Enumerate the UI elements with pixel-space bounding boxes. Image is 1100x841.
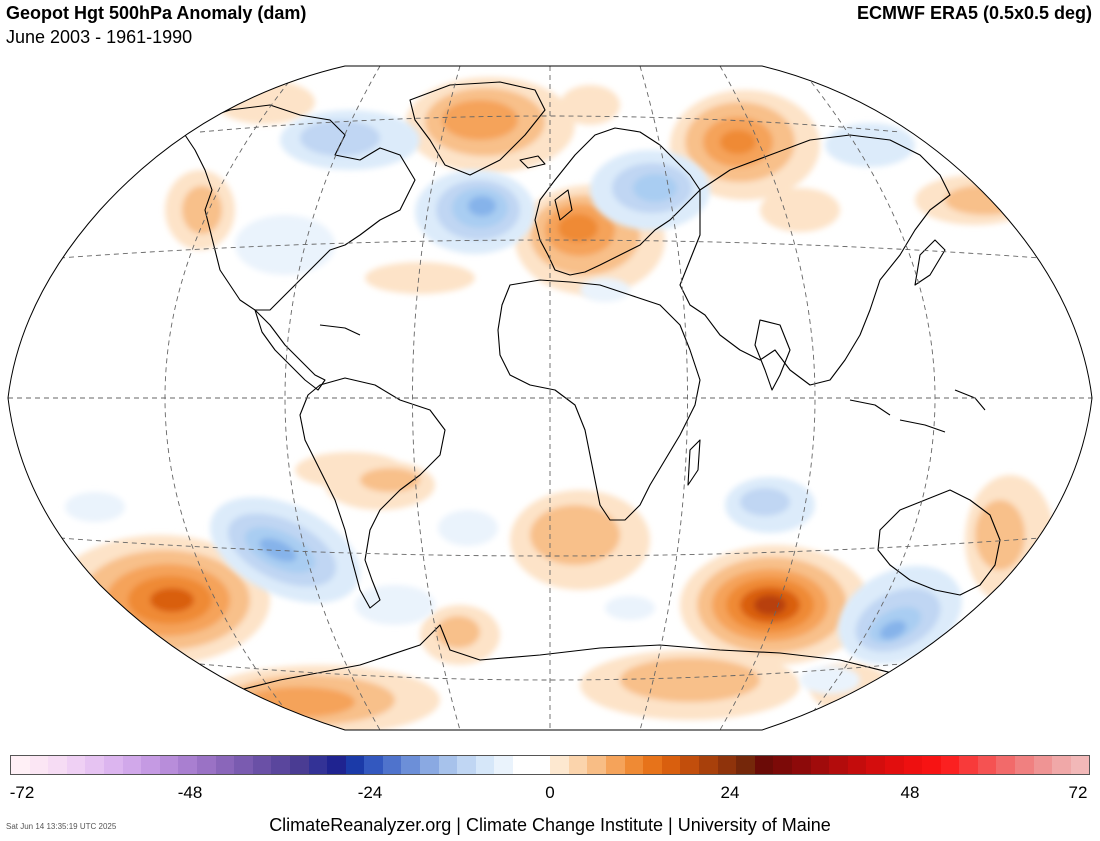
colorbar-cell xyxy=(922,756,941,774)
colorbar-cell xyxy=(382,756,402,774)
colorbar-tick-label: -48 xyxy=(177,783,203,802)
anomaly-map-svg xyxy=(7,65,1093,731)
colorbar-cell xyxy=(215,756,235,774)
colorbar-cell xyxy=(141,756,160,774)
colorbar-cell xyxy=(680,756,699,774)
colorbar-cell xyxy=(457,756,476,774)
colorbar-cell xyxy=(196,756,216,774)
colorbar-cell xyxy=(810,756,830,774)
colorbar-cell xyxy=(252,756,272,774)
colorbar-cell xyxy=(903,756,923,774)
map-subtitle: June 2003 - 1961-1990 xyxy=(6,27,193,47)
colorbar-cell xyxy=(587,756,606,774)
colorbar-cell xyxy=(1033,756,1053,774)
colorbar-tick-label: 24 xyxy=(720,783,740,802)
map-border xyxy=(7,65,1093,731)
colorbar-cell xyxy=(420,756,439,774)
colorbar-cell xyxy=(940,756,960,774)
colorbar-tick-label: -72 xyxy=(9,783,35,802)
colorbar-cell xyxy=(364,756,383,774)
colorbar-cell xyxy=(791,756,811,774)
colorbar-cell xyxy=(698,756,718,774)
colorbar-cell xyxy=(122,756,142,774)
colorbar-cell xyxy=(513,756,532,774)
colorbar-cell xyxy=(85,756,104,774)
colorbar-cell xyxy=(1070,756,1090,774)
colorbar-cell xyxy=(884,756,904,774)
colorbar-cell xyxy=(754,756,774,774)
colorbar-cell xyxy=(103,756,123,774)
colorbar-cell xyxy=(48,756,67,774)
colorbar-cell xyxy=(475,756,495,774)
colorbar-cell xyxy=(624,756,644,774)
colorbar-cell xyxy=(829,756,848,774)
colorbar-cell xyxy=(736,756,755,774)
colorbar-cell xyxy=(866,756,885,774)
colorbar-legend xyxy=(10,755,1090,775)
colorbar-cell xyxy=(271,756,290,774)
colorbar-tick-label: 72 xyxy=(1068,783,1088,802)
colorbar-cell xyxy=(178,756,197,774)
colorbar-cell xyxy=(531,756,551,774)
colorbar-cell xyxy=(234,756,253,774)
colorbar-cell xyxy=(717,756,737,774)
colorbar-cell xyxy=(847,756,867,774)
graticule xyxy=(8,66,1092,730)
colorbar-tick-label: 0 xyxy=(545,783,555,802)
colorbar-tick-label: 48 xyxy=(900,783,920,802)
colorbar-cell xyxy=(568,756,588,774)
colorbar-cell xyxy=(308,756,328,774)
colorbar-cell xyxy=(977,756,997,774)
colorbar-cell xyxy=(773,756,792,774)
colorbar-cell xyxy=(550,756,569,774)
colorbar-cell xyxy=(1015,756,1034,774)
world-map xyxy=(0,60,1100,740)
colorbar-cell xyxy=(66,756,86,774)
colorbar-cell xyxy=(289,756,309,774)
coastlines xyxy=(184,81,1041,701)
colorbar-cell xyxy=(345,756,365,774)
colorbar-cell xyxy=(327,756,346,774)
colorbar-cell xyxy=(1052,756,1071,774)
colorbar-tick-label: -24 xyxy=(357,783,383,802)
colorbar-ticks: -72 -48 -24 0 24 48 72 xyxy=(0,783,1100,807)
colorbar-cell xyxy=(494,756,514,774)
colorbar-cell xyxy=(29,756,49,774)
colorbar-cell xyxy=(438,756,458,774)
colorbar-cell xyxy=(606,756,625,774)
timestamp: Sat Jun 14 13:35:19 UTC 2025 xyxy=(6,822,117,831)
map-title: Geopot Hgt 500hPa Anomaly (dam) xyxy=(6,3,307,23)
colorbar-cell xyxy=(996,756,1016,774)
colorbar-cell xyxy=(401,756,421,774)
colorbar-cell xyxy=(11,756,30,774)
colorbar-cell xyxy=(959,756,978,774)
colorbar-cell xyxy=(661,756,681,774)
dataset-source: ECMWF ERA5 (0.5x0.5 deg) xyxy=(856,3,1092,23)
footer-credit: ClimateReanalyzer.org | Climate Change I… xyxy=(269,815,831,835)
colorbar-cell xyxy=(159,756,179,774)
colorbar-cell xyxy=(643,756,662,774)
